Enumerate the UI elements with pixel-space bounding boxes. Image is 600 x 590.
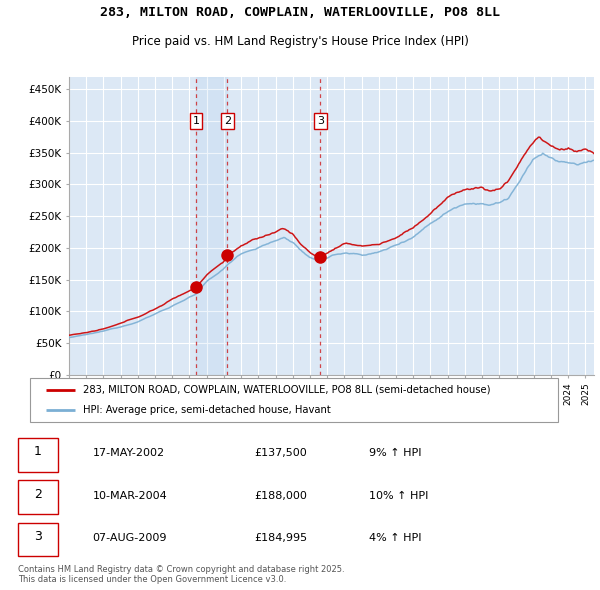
Text: 07-AUG-2009: 07-AUG-2009 [92, 533, 167, 543]
Text: £184,995: £184,995 [254, 533, 307, 543]
Text: Price paid vs. HM Land Registry's House Price Index (HPI): Price paid vs. HM Land Registry's House … [131, 35, 469, 48]
FancyBboxPatch shape [30, 378, 558, 422]
Text: 2: 2 [34, 488, 42, 501]
Text: 9% ↑ HPI: 9% ↑ HPI [369, 448, 422, 458]
Text: 283, MILTON ROAD, COWPLAIN, WATERLOOVILLE, PO8 8LL (semi-detached house): 283, MILTON ROAD, COWPLAIN, WATERLOOVILL… [83, 385, 490, 395]
Text: Contains HM Land Registry data © Crown copyright and database right 2025.
This d: Contains HM Land Registry data © Crown c… [18, 565, 344, 584]
Text: 10% ↑ HPI: 10% ↑ HPI [369, 491, 428, 500]
Text: 283, MILTON ROAD, COWPLAIN, WATERLOOVILLE, PO8 8LL: 283, MILTON ROAD, COWPLAIN, WATERLOOVILL… [100, 6, 500, 19]
Bar [196, 77, 227, 375]
Text: 1: 1 [193, 116, 199, 126]
Text: 3: 3 [317, 116, 324, 126]
FancyBboxPatch shape [18, 480, 58, 514]
Text: £188,000: £188,000 [254, 491, 307, 500]
Text: £137,500: £137,500 [254, 448, 307, 458]
Text: 17-MAY-2002: 17-MAY-2002 [92, 448, 165, 458]
FancyBboxPatch shape [18, 523, 58, 556]
Text: 4% ↑ HPI: 4% ↑ HPI [369, 533, 422, 543]
Text: HPI: Average price, semi-detached house, Havant: HPI: Average price, semi-detached house,… [83, 405, 331, 415]
Text: 1: 1 [34, 445, 42, 458]
Text: 2: 2 [224, 116, 231, 126]
Text: 10-MAR-2004: 10-MAR-2004 [92, 491, 167, 500]
FancyBboxPatch shape [18, 438, 58, 471]
Text: 3: 3 [34, 530, 42, 543]
